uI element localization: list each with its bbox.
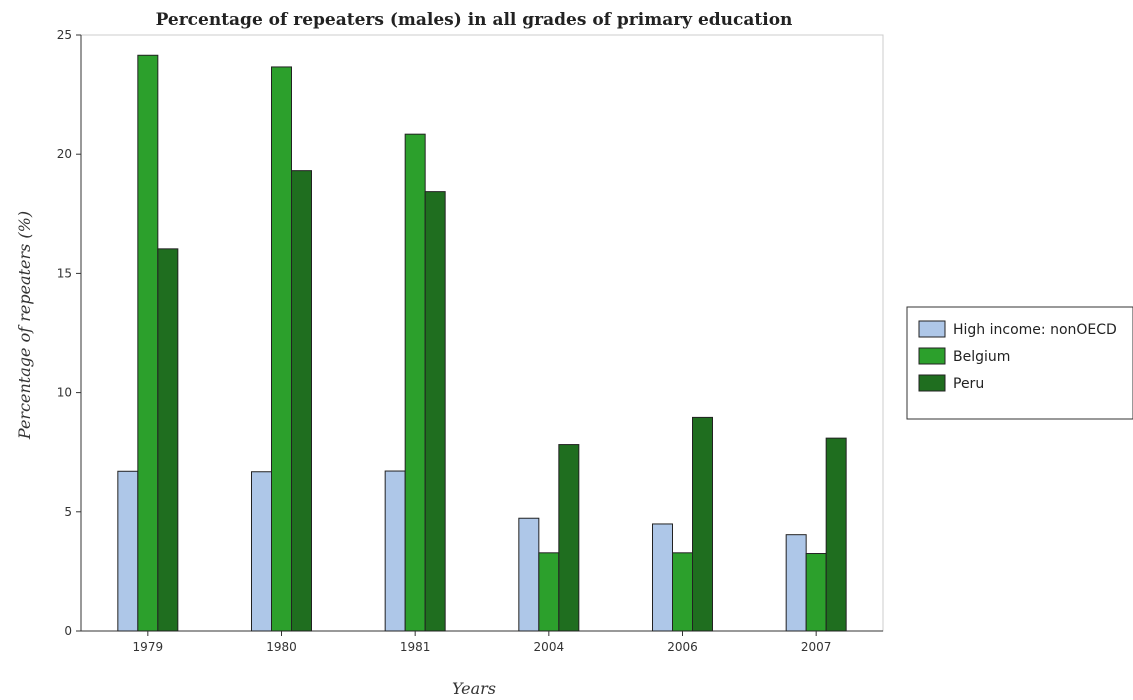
bar-high-income-nonoecd-1981 bbox=[384, 470, 406, 632]
legend-swatch bbox=[918, 347, 946, 365]
bar-belgium-2004 bbox=[538, 552, 560, 632]
x-tick-label: 1981 bbox=[400, 640, 431, 654]
x-tick-label: 2007 bbox=[801, 640, 832, 654]
y-tick-label: 15 bbox=[57, 266, 72, 280]
plot-frame bbox=[80, 34, 884, 632]
x-axis-label: Years bbox=[452, 679, 496, 698]
bar-belgium-2006 bbox=[672, 552, 693, 632]
legend-swatch bbox=[918, 374, 946, 392]
bar-high-income-nonoecd-1979 bbox=[117, 470, 139, 632]
bar-high-income-nonoecd-2004 bbox=[518, 517, 540, 632]
chart-title: Percentage of repeaters (males) in all g… bbox=[156, 10, 793, 30]
bar-belgium-1981 bbox=[404, 133, 426, 632]
bar-belgium-1979 bbox=[137, 54, 159, 632]
x-tick-label: 2004 bbox=[534, 640, 565, 654]
plot-area: 0 5 10 15 20 25 1979 1980 1981 2004 2006 2007 bbox=[57, 28, 884, 654]
bar-belgium-2007 bbox=[805, 553, 827, 632]
bar-high-income-nonoecd-2007 bbox=[785, 534, 807, 632]
legend-label: High income: nonOECD bbox=[953, 322, 1117, 338]
y-tick-label: 0 bbox=[64, 624, 72, 638]
y-tick-label: 5 bbox=[64, 505, 72, 519]
bar-peru-2007 bbox=[825, 437, 847, 632]
bar-peru-1979 bbox=[157, 248, 179, 632]
y-axis-label: Percentage of repeaters (%) bbox=[15, 211, 34, 440]
legend-swatch bbox=[918, 320, 946, 338]
x-tick-label: 2006 bbox=[667, 640, 698, 654]
y-tick-label: 25 bbox=[57, 28, 72, 42]
legend: High income: nonOECD Belgium Peru bbox=[906, 306, 1133, 420]
bar-peru-1980 bbox=[291, 170, 312, 632]
y-tick-label: 10 bbox=[57, 386, 72, 400]
bar-belgium-1980 bbox=[271, 66, 292, 632]
bar-peru-1981 bbox=[424, 191, 446, 632]
legend-label: Belgium bbox=[953, 349, 1010, 365]
bar-peru-2004 bbox=[558, 444, 580, 632]
bar-peru-2006 bbox=[692, 416, 713, 632]
bar-high-income-nonoecd-2006 bbox=[652, 523, 673, 632]
y-tick-label: 20 bbox=[57, 147, 72, 161]
x-tick-label: 1979 bbox=[133, 640, 164, 654]
bar-high-income-nonoecd-1980 bbox=[251, 471, 272, 632]
x-tick-label: 1980 bbox=[266, 640, 297, 654]
legend-label: Peru bbox=[953, 376, 984, 392]
